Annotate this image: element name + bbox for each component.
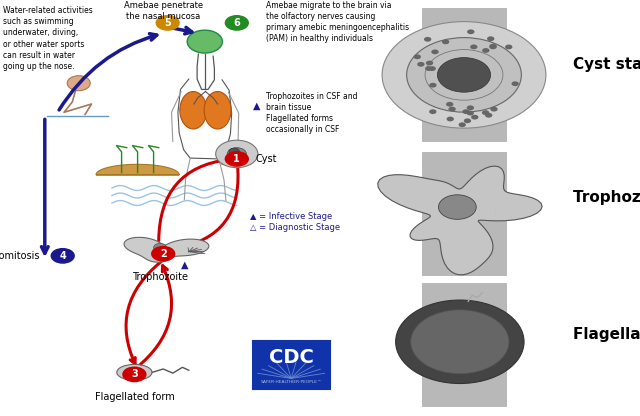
FancyArrowPatch shape [126,262,161,364]
Circle shape [406,37,522,112]
Circle shape [482,48,490,53]
Text: 1: 1 [234,154,240,164]
Polygon shape [378,166,542,275]
Bar [422,8,506,141]
Ellipse shape [204,92,231,129]
Circle shape [227,148,246,160]
Circle shape [449,106,456,111]
Circle shape [487,36,494,41]
Circle shape [505,45,513,50]
Circle shape [382,22,546,128]
Circle shape [467,105,474,110]
Text: Cyst: Cyst [256,154,278,164]
Circle shape [467,111,474,116]
Circle shape [471,115,479,119]
Polygon shape [96,164,179,175]
Circle shape [67,76,90,91]
Text: 4: 4 [60,251,66,261]
Circle shape [442,40,449,44]
Circle shape [458,122,466,127]
Text: SAFER·HEALTHIER·PEOPLE™: SAFER·HEALTHIER·PEOPLE™ [260,380,322,384]
Text: ▲: ▲ [181,260,189,270]
FancyArrowPatch shape [173,161,238,251]
FancyArrowPatch shape [59,34,157,110]
Circle shape [485,113,492,118]
Ellipse shape [180,92,207,129]
Text: Flagellated stage: Flagellated stage [573,327,640,342]
Text: Trophozoite stage: Trophozoite stage [573,190,640,205]
Circle shape [225,151,249,167]
Text: 5: 5 [164,18,171,28]
FancyArrowPatch shape [59,250,67,258]
Bar [422,152,506,275]
Circle shape [154,243,166,252]
Polygon shape [124,237,209,262]
Text: Cyst stage: Cyst stage [573,57,640,72]
Text: ▲: ▲ [253,101,260,111]
Circle shape [429,83,436,88]
Circle shape [229,148,239,155]
Circle shape [438,195,476,219]
Circle shape [462,109,470,114]
Circle shape [225,15,249,31]
Text: Trophozoite: Trophozoite [132,272,188,282]
Text: Flagellated form: Flagellated form [95,392,174,402]
Text: 3: 3 [131,369,138,379]
Text: 6: 6 [234,18,240,28]
Circle shape [464,119,471,123]
Circle shape [51,248,75,264]
FancyBboxPatch shape [253,341,330,389]
Bar [422,283,506,406]
Text: Trophozoites in CSF and
brain tissue
Flagellated forms
occasionally in CSF: Trophozoites in CSF and brain tissue Fla… [266,92,357,134]
Circle shape [425,66,433,71]
Circle shape [396,300,524,384]
Text: CDC: CDC [269,348,314,367]
Circle shape [429,109,436,114]
Circle shape [446,102,453,106]
Circle shape [426,61,433,65]
Circle shape [216,140,258,168]
Circle shape [490,107,498,111]
Circle shape [124,368,138,377]
Circle shape [151,246,175,262]
Text: Amebae migrate to the brain via
the olfactory nerves causing
primary amebic meni: Amebae migrate to the brain via the olfa… [266,1,409,43]
Circle shape [490,45,497,49]
Text: Amebae penetrate
the nasal mucosa: Amebae penetrate the nasal mucosa [124,1,203,21]
Circle shape [511,81,519,86]
Circle shape [428,66,436,71]
Circle shape [482,110,489,115]
Text: Promitosis: Promitosis [0,251,40,261]
Circle shape [411,310,509,374]
Text: Water-related activities
such as swimming
underwater, diving,
or other water spo: Water-related activities such as swimmin… [3,6,93,71]
FancyArrowPatch shape [159,158,227,240]
FancyArrowPatch shape [170,27,192,34]
Circle shape [413,54,421,59]
Circle shape [467,30,474,34]
Circle shape [431,50,438,54]
Circle shape [156,15,180,31]
Text: 2: 2 [160,249,166,259]
Circle shape [447,116,454,121]
Circle shape [122,366,147,382]
Circle shape [424,37,431,42]
Circle shape [437,57,491,92]
Circle shape [470,45,477,49]
Circle shape [417,62,424,67]
Ellipse shape [188,30,223,53]
FancyArrowPatch shape [136,266,172,368]
Ellipse shape [117,364,152,380]
Circle shape [490,44,497,49]
Text: ▲ = Infective Stage
△ = Diagnostic Stage: ▲ = Infective Stage △ = Diagnostic Stage [250,212,340,232]
